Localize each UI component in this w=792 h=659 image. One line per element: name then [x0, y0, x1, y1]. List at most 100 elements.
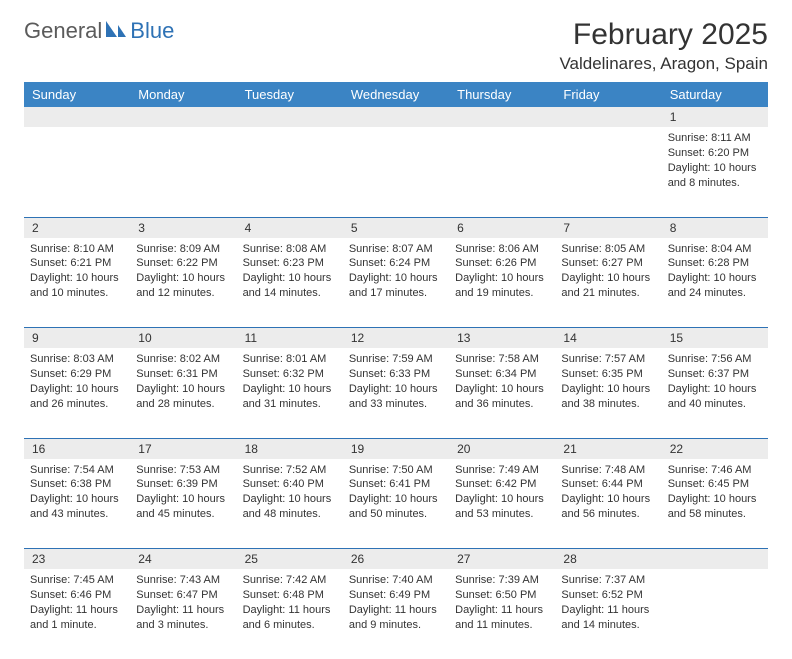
day-number: 16 [24, 438, 130, 459]
day-cell: Sunrise: 8:11 AM Sunset: 6:20 PM Dayligh… [662, 127, 768, 217]
day-number: 17 [130, 438, 236, 459]
day-details: Sunrise: 8:05 AM Sunset: 6:27 PM Dayligh… [561, 242, 655, 301]
day-number: 18 [237, 438, 343, 459]
day-details: Sunrise: 8:03 AM Sunset: 6:29 PM Dayligh… [30, 352, 124, 411]
day-details: Sunrise: 7:50 AM Sunset: 6:41 PM Dayligh… [349, 463, 443, 522]
day-details: Sunrise: 7:37 AM Sunset: 6:52 PM Dayligh… [561, 573, 655, 632]
day-details: Sunrise: 8:08 AM Sunset: 6:23 PM Dayligh… [243, 242, 337, 301]
col-saturday: Saturday [662, 82, 768, 107]
day-cell: Sunrise: 7:54 AM Sunset: 6:38 PM Dayligh… [24, 459, 130, 549]
day-number: 24 [130, 549, 236, 570]
day-details: Sunrise: 7:40 AM Sunset: 6:49 PM Dayligh… [349, 573, 443, 632]
col-friday: Friday [555, 82, 661, 107]
brand-logo: General Blue [24, 18, 174, 44]
day-details: Sunrise: 7:43 AM Sunset: 6:47 PM Dayligh… [136, 573, 230, 632]
day-cell: Sunrise: 8:02 AM Sunset: 6:31 PM Dayligh… [130, 348, 236, 438]
day-number: 8 [662, 217, 768, 238]
day-number: 12 [343, 328, 449, 349]
day-number: 10 [130, 328, 236, 349]
day-number [343, 107, 449, 127]
day-cell: Sunrise: 7:59 AM Sunset: 6:33 PM Dayligh… [343, 348, 449, 438]
day-number: 3 [130, 217, 236, 238]
col-sunday: Sunday [24, 82, 130, 107]
day-number [555, 107, 661, 127]
week-row: Sunrise: 8:11 AM Sunset: 6:20 PM Dayligh… [24, 127, 768, 217]
day-cell: Sunrise: 7:45 AM Sunset: 6:46 PM Dayligh… [24, 569, 130, 659]
day-details: Sunrise: 8:07 AM Sunset: 6:24 PM Dayligh… [349, 242, 443, 301]
day-number: 1 [662, 107, 768, 127]
day-cell: Sunrise: 8:04 AM Sunset: 6:28 PM Dayligh… [662, 238, 768, 328]
day-details: Sunrise: 7:49 AM Sunset: 6:42 PM Dayligh… [455, 463, 549, 522]
day-number: 19 [343, 438, 449, 459]
day-number: 26 [343, 549, 449, 570]
day-cell [555, 127, 661, 217]
week-row: Sunrise: 8:03 AM Sunset: 6:29 PM Dayligh… [24, 348, 768, 438]
week-row: Sunrise: 7:54 AM Sunset: 6:38 PM Dayligh… [24, 459, 768, 549]
day-cell: Sunrise: 7:37 AM Sunset: 6:52 PM Dayligh… [555, 569, 661, 659]
day-number: 25 [237, 549, 343, 570]
calendar-body: 1 Sunrise: 8:11 AM Sunset: 6:20 PM Daylig… [24, 107, 768, 659]
day-number [237, 107, 343, 127]
day-details: Sunrise: 7:54 AM Sunset: 6:38 PM Dayligh… [30, 463, 124, 522]
day-details: Sunrise: 8:09 AM Sunset: 6:22 PM Dayligh… [136, 242, 230, 301]
day-cell: Sunrise: 7:46 AM Sunset: 6:45 PM Dayligh… [662, 459, 768, 549]
daynum-row: 16171819202122 [24, 438, 768, 459]
day-cell: Sunrise: 7:53 AM Sunset: 6:39 PM Dayligh… [130, 459, 236, 549]
col-wednesday: Wednesday [343, 82, 449, 107]
day-number: 5 [343, 217, 449, 238]
day-details: Sunrise: 7:58 AM Sunset: 6:34 PM Dayligh… [455, 352, 549, 411]
day-cell [449, 127, 555, 217]
day-cell: Sunrise: 8:03 AM Sunset: 6:29 PM Dayligh… [24, 348, 130, 438]
calendar-table: Sunday Monday Tuesday Wednesday Thursday… [24, 82, 768, 659]
col-thursday: Thursday [449, 82, 555, 107]
day-number: 2 [24, 217, 130, 238]
day-cell [24, 127, 130, 217]
day-cell: Sunrise: 7:42 AM Sunset: 6:48 PM Dayligh… [237, 569, 343, 659]
day-details: Sunrise: 7:42 AM Sunset: 6:48 PM Dayligh… [243, 573, 337, 632]
day-cell: Sunrise: 7:57 AM Sunset: 6:35 PM Dayligh… [555, 348, 661, 438]
day-number: 27 [449, 549, 555, 570]
day-details: Sunrise: 8:01 AM Sunset: 6:32 PM Dayligh… [243, 352, 337, 411]
day-details: Sunrise: 7:45 AM Sunset: 6:46 PM Dayligh… [30, 573, 124, 632]
daynum-row: 2345678 [24, 217, 768, 238]
day-details: Sunrise: 8:11 AM Sunset: 6:20 PM Dayligh… [668, 131, 762, 190]
day-number: 7 [555, 217, 661, 238]
day-cell: Sunrise: 8:07 AM Sunset: 6:24 PM Dayligh… [343, 238, 449, 328]
day-cell: Sunrise: 8:09 AM Sunset: 6:22 PM Dayligh… [130, 238, 236, 328]
day-number: 28 [555, 549, 661, 570]
day-cell: Sunrise: 8:08 AM Sunset: 6:23 PM Dayligh… [237, 238, 343, 328]
day-cell: Sunrise: 7:43 AM Sunset: 6:47 PM Dayligh… [130, 569, 236, 659]
week-row: Sunrise: 8:10 AM Sunset: 6:21 PM Dayligh… [24, 238, 768, 328]
day-cell: Sunrise: 8:01 AM Sunset: 6:32 PM Dayligh… [237, 348, 343, 438]
day-number: 14 [555, 328, 661, 349]
col-monday: Monday [130, 82, 236, 107]
day-cell: Sunrise: 7:58 AM Sunset: 6:34 PM Dayligh… [449, 348, 555, 438]
day-cell: Sunrise: 7:39 AM Sunset: 6:50 PM Dayligh… [449, 569, 555, 659]
day-cell [662, 569, 768, 659]
day-number [449, 107, 555, 127]
day-number: 9 [24, 328, 130, 349]
day-cell [130, 127, 236, 217]
sail-icon [104, 19, 128, 44]
day-number: 11 [237, 328, 343, 349]
day-cell: Sunrise: 7:50 AM Sunset: 6:41 PM Dayligh… [343, 459, 449, 549]
day-number [130, 107, 236, 127]
day-cell: Sunrise: 7:40 AM Sunset: 6:49 PM Dayligh… [343, 569, 449, 659]
day-details: Sunrise: 7:48 AM Sunset: 6:44 PM Dayligh… [561, 463, 655, 522]
day-cell: Sunrise: 8:06 AM Sunset: 6:26 PM Dayligh… [449, 238, 555, 328]
day-cell [343, 127, 449, 217]
month-title: February 2025 [559, 18, 768, 52]
daynum-row: 9101112131415 [24, 328, 768, 349]
day-number: 6 [449, 217, 555, 238]
day-details: Sunrise: 8:02 AM Sunset: 6:31 PM Dayligh… [136, 352, 230, 411]
brand-text-general: General [24, 18, 102, 44]
day-details: Sunrise: 7:57 AM Sunset: 6:35 PM Dayligh… [561, 352, 655, 411]
day-details: Sunrise: 7:59 AM Sunset: 6:33 PM Dayligh… [349, 352, 443, 411]
day-cell: Sunrise: 7:49 AM Sunset: 6:42 PM Dayligh… [449, 459, 555, 549]
day-details: Sunrise: 7:56 AM Sunset: 6:37 PM Dayligh… [668, 352, 762, 411]
daynum-row: 1 [24, 107, 768, 127]
day-number: 4 [237, 217, 343, 238]
day-cell: Sunrise: 8:10 AM Sunset: 6:21 PM Dayligh… [24, 238, 130, 328]
day-details: Sunrise: 7:53 AM Sunset: 6:39 PM Dayligh… [136, 463, 230, 522]
day-cell: Sunrise: 7:52 AM Sunset: 6:40 PM Dayligh… [237, 459, 343, 549]
